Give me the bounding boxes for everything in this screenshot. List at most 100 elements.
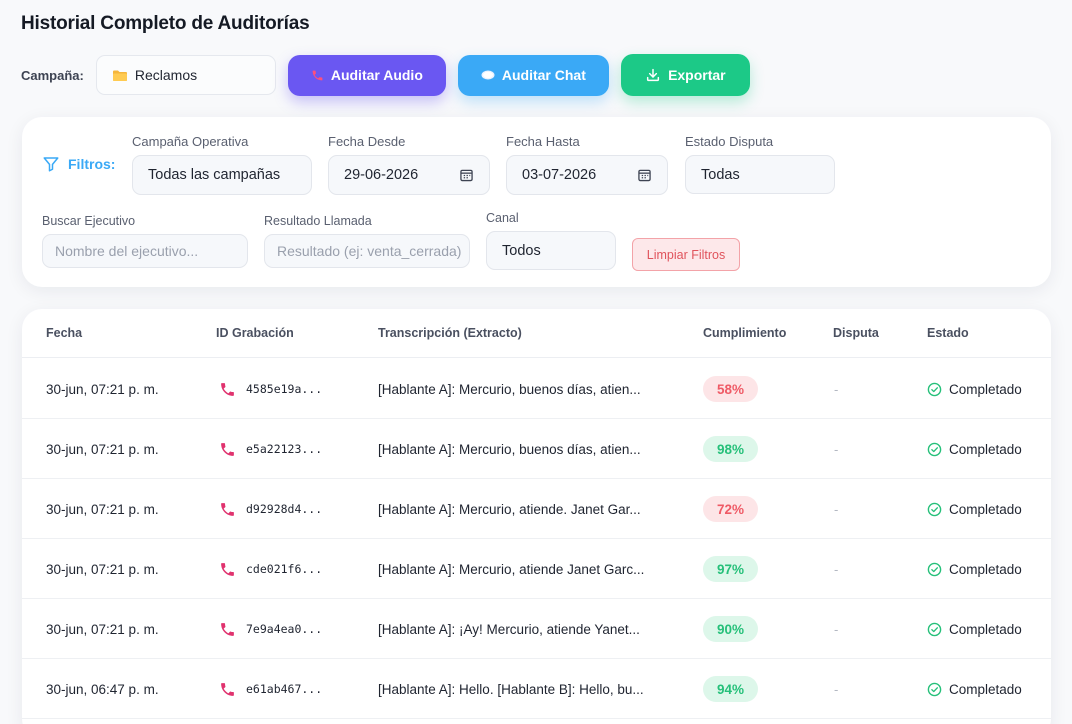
compliance-badge: 90%	[703, 616, 758, 642]
executive-search-input[interactable]: Nombre del ejecutivo...	[42, 234, 248, 268]
status-badge: Completado	[927, 502, 1022, 517]
export-button[interactable]: Exportar	[620, 54, 750, 96]
audits-table: Fecha ID Grabación Transcripción (Extrac…	[22, 309, 1051, 724]
row-recording-id: d92928d4...	[246, 502, 323, 516]
row-recording-id: e61ab467...	[246, 682, 323, 696]
row-compliance-cell: 98%	[703, 419, 758, 479]
channel-label: Canal	[486, 211, 519, 225]
row-recording-id: 4585e19a...	[246, 382, 323, 396]
row-transcript: [Hablante A]: Mercurio, atiende Janet Ga…	[378, 561, 645, 577]
status-badge: Completado	[927, 682, 1022, 697]
calendar-icon[interactable]	[638, 169, 651, 182]
row-recording[interactable]: e61ab467...	[192, 659, 354, 719]
row-dispute: -	[834, 501, 839, 517]
row-compliance-cell: 72%	[703, 479, 758, 539]
folder-icon	[112, 70, 127, 81]
row-status-label: Completado	[949, 501, 1022, 517]
phone-icon	[219, 681, 236, 698]
row-dispute-cell: -	[834, 599, 838, 659]
row-status-cell: Completado	[927, 419, 1022, 479]
row-recording[interactable]: d92928d4...	[192, 479, 354, 539]
dispute-status-label: Estado Disputa	[685, 134, 774, 149]
row-dispute: -	[834, 561, 839, 577]
status-badge: Completado	[927, 622, 1022, 637]
filters-panel: Filtros: Campaña Operativa Todas las cam…	[22, 117, 1051, 287]
row-date: 30-jun, 07:21 p. m.	[46, 381, 159, 397]
clear-filters-button[interactable]: Limpiar Filtros	[632, 238, 740, 271]
row-dispute-cell: -	[834, 419, 838, 479]
page-title: Historial Completo de Auditorías	[21, 13, 310, 34]
row-status-label: Completado	[949, 681, 1022, 697]
column-header-transcript[interactable]: Transcripción (Extracto)	[378, 326, 522, 340]
row-transcript: [Hablante A]: Hello. [Hablante B]: Hello…	[378, 681, 644, 697]
campaign-selector[interactable]: Reclamos	[95, 55, 276, 95]
row-status-cell: Completado	[927, 479, 1022, 539]
row-date: 30-jun, 07:21 p. m.	[46, 501, 159, 517]
row-recording-id: 7e9a4ea0...	[246, 622, 323, 636]
row-status-label: Completado	[949, 561, 1022, 577]
row-recording[interactable]: e5a22123...	[192, 419, 354, 479]
row-recording[interactable]: 4585e19a...	[192, 359, 354, 419]
audit-chat-button[interactable]: Auditar Chat	[457, 54, 609, 96]
compliance-badge: 94%	[703, 676, 758, 702]
operative-campaign-select[interactable]: Todas las campañas	[132, 155, 312, 195]
row-transcript: [Hablante A]: Mercurio, buenos días, ati…	[378, 441, 641, 457]
table-row[interactable]: 30-jun, 07:21 p. m. cde021f6... [Hablant…	[22, 539, 1051, 599]
table-row[interactable]: 30-jun, 06:47 p. m. e61ab467... [Hablant…	[22, 659, 1051, 719]
executive-search-filter: Buscar Ejecutivo Nombre del ejecutivo...	[42, 214, 248, 268]
phone-icon	[311, 69, 324, 82]
row-status-cell: Completado	[927, 359, 1022, 419]
compliance-badge: 98%	[703, 436, 758, 462]
row-dispute: -	[834, 381, 839, 397]
row-dispute: -	[834, 681, 839, 697]
toolbar: Campaña: Reclamos Auditar Audio Auditar …	[21, 54, 762, 96]
export-label: Exportar	[668, 67, 726, 83]
date-to-label: Fecha Hasta	[506, 134, 580, 149]
operative-campaign-value: Todas las campañas	[148, 167, 281, 183]
row-dispute-cell: -	[834, 539, 838, 599]
date-to-input[interactable]: 03-07-2026	[506, 155, 668, 195]
dispute-status-value: Todas	[701, 166, 740, 183]
channel-value: Todos	[502, 242, 541, 259]
row-compliance-cell: 58%	[703, 359, 758, 419]
row-compliance-cell: 90%	[703, 599, 758, 659]
table-row[interactable]: 30-jun, 07:21 p. m. e5a22123... [Hablant…	[22, 419, 1051, 479]
date-from-input[interactable]: 29-06-2026	[328, 155, 490, 195]
phone-icon	[219, 561, 236, 578]
chat-bubble-icon	[481, 70, 495, 81]
dispute-status-select[interactable]: Todas	[685, 155, 835, 194]
date-to-value: 03-07-2026	[522, 167, 597, 183]
row-status-cell: Completado	[927, 659, 1022, 719]
column-header-dispute[interactable]: Disputa	[833, 326, 879, 340]
audit-audio-button[interactable]: Auditar Audio	[287, 54, 446, 96]
campaign-label: Campaña:	[21, 67, 84, 83]
column-header-compliance[interactable]: Cumplimiento	[703, 326, 787, 340]
column-header-status[interactable]: Estado	[927, 326, 969, 340]
row-dispute-cell: -	[834, 659, 838, 719]
table-row[interactable]: 30-jun, 07:21 p. m. d92928d4... [Hablant…	[22, 479, 1051, 539]
row-dispute: -	[834, 621, 839, 637]
date-from-filter: Fecha Desde 29-06-2026	[328, 134, 490, 195]
row-recording-id: cde021f6...	[246, 562, 323, 576]
table-row[interactable]: 30-jun, 07:21 p. m. 4585e19a... [Hablant…	[22, 359, 1051, 419]
row-recording[interactable]: cde021f6...	[192, 539, 354, 599]
check-circle-icon	[927, 562, 942, 577]
row-date: 30-jun, 06:47 p. m.	[46, 681, 159, 697]
phone-icon	[219, 621, 236, 638]
filter-icon	[42, 155, 60, 173]
compliance-badge: 72%	[703, 496, 758, 522]
column-header-recording-id[interactable]: ID Grabación	[216, 326, 294, 340]
call-result-input[interactable]: Resultado (ej: venta_cerrada)	[264, 234, 470, 268]
channel-filter: Canal Todos	[486, 211, 616, 270]
status-badge: Completado	[927, 442, 1022, 457]
row-recording[interactable]: 7e9a4ea0...	[192, 599, 354, 659]
column-header-date[interactable]: Fecha	[46, 326, 83, 340]
row-date: 30-jun, 07:21 p. m.	[46, 441, 159, 457]
calendar-icon[interactable]	[460, 169, 473, 182]
compliance-badge: 58%	[703, 376, 758, 402]
row-dispute: -	[834, 441, 839, 457]
row-date: 30-jun, 07:21 p. m.	[46, 561, 159, 577]
table-row[interactable]: 30-jun, 07:21 p. m. 7e9a4ea0... [Hablant…	[22, 599, 1051, 659]
channel-select[interactable]: Todos	[486, 231, 616, 270]
executive-search-label: Buscar Ejecutivo	[42, 214, 136, 228]
